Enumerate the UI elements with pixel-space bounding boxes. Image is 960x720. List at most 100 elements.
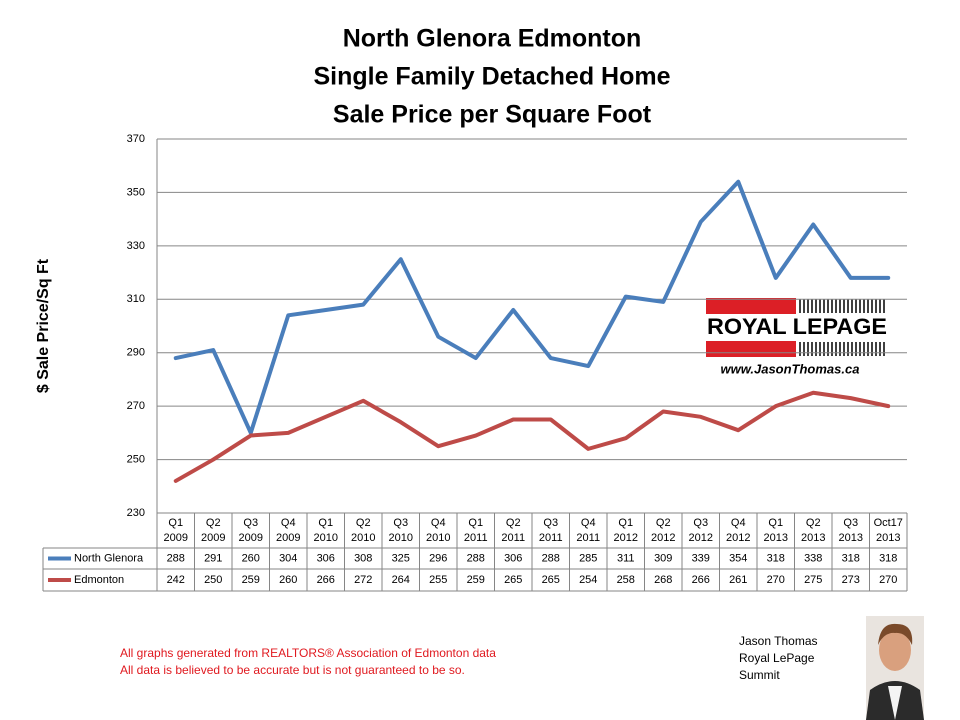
x-tick-label: Q2 <box>506 517 521 529</box>
x-tick-label: 2009 <box>164 532 188 544</box>
photo-face <box>879 629 911 671</box>
agent-line: Royal LePage <box>739 651 815 665</box>
x-tick-label: Q3 <box>843 517 858 529</box>
agent-line: Summit <box>739 668 780 682</box>
x-tick-label: Q3 <box>393 517 408 529</box>
table-value: 260 <box>279 574 297 586</box>
table-value: 308 <box>354 552 372 564</box>
y-tick-label: 330 <box>127 240 145 252</box>
y-tick-label: 290 <box>127 347 145 359</box>
footer-note: All data is believed to be accurate but … <box>120 663 465 677</box>
x-tick-label: 2012 <box>614 532 638 544</box>
y-tick-label: 250 <box>127 453 145 465</box>
x-tick-label: Q2 <box>206 517 221 529</box>
logo-bar <box>706 298 796 314</box>
table-value: 266 <box>317 574 335 586</box>
x-tick-label: 2013 <box>764 532 788 544</box>
x-tick-label: Q4 <box>431 517 446 529</box>
y-tick-label: 350 <box>127 186 145 198</box>
table-value: 339 <box>692 552 710 564</box>
table-value: 304 <box>279 552 297 564</box>
agent-info: Jason Thomas Royal LePage Summit <box>739 634 818 682</box>
x-tick-label: 2013 <box>839 532 863 544</box>
x-tick-label: Oct17 <box>874 517 903 529</box>
table-value: 318 <box>879 552 897 564</box>
x-tick-label: Q1 <box>468 517 483 529</box>
table-value: 291 <box>204 552 222 564</box>
x-tick-label: 2010 <box>426 532 450 544</box>
table-value: 338 <box>804 552 822 564</box>
photo-hair <box>878 623 913 645</box>
legend-label: Edmonton <box>74 574 124 586</box>
x-tick-label: Q4 <box>581 517 596 529</box>
x-tick-label: Q4 <box>281 517 296 529</box>
table-value: 242 <box>167 574 185 586</box>
x-tick-label: 2012 <box>689 532 713 544</box>
table-value: 259 <box>242 574 260 586</box>
table-value: 259 <box>467 574 485 586</box>
agent-line: Jason Thomas <box>739 634 818 648</box>
table-value: 268 <box>654 574 672 586</box>
logo-stripes <box>799 299 885 356</box>
y-tick-label: 310 <box>127 293 145 305</box>
series-line <box>173 390 891 483</box>
x-tick-label: 2011 <box>576 532 600 544</box>
y-tick-label: 270 <box>127 400 145 412</box>
table-value: 270 <box>879 574 897 586</box>
x-tick-label: Q3 <box>243 517 258 529</box>
x-tick-label: Q1 <box>618 517 633 529</box>
table-value: 354 <box>729 552 747 564</box>
table-value: 306 <box>504 552 522 564</box>
table-value: 288 <box>467 552 485 564</box>
table-value: 296 <box>429 552 447 564</box>
x-tick-label: 2011 <box>464 532 488 544</box>
y-tick-label: 370 <box>127 133 145 145</box>
x-tick-label: 2010 <box>314 532 338 544</box>
table-value: 254 <box>579 574 597 586</box>
x-tick-label: 2011 <box>539 532 563 544</box>
table-value: 265 <box>504 574 522 586</box>
table-value: 288 <box>542 552 560 564</box>
x-tick-label: Q3 <box>543 517 558 529</box>
table-value: 318 <box>767 552 785 564</box>
table-value: 288 <box>167 552 185 564</box>
table-value: 265 <box>542 574 560 586</box>
table-value: 318 <box>842 552 860 564</box>
x-tick-label: 2010 <box>389 532 413 544</box>
x-tick-label: 2009 <box>276 532 300 544</box>
x-tick-label: 2009 <box>239 532 263 544</box>
table-value: 270 <box>767 574 785 586</box>
x-tick-label: 2012 <box>726 532 750 544</box>
table-value: 255 <box>429 574 447 586</box>
table-value: 272 <box>354 574 372 586</box>
table-value: 260 <box>242 552 260 564</box>
x-tick-label: Q2 <box>806 517 821 529</box>
x-tick-label: 2009 <box>201 532 225 544</box>
x-tick-label: 2013 <box>801 532 825 544</box>
table-value: 285 <box>579 552 597 564</box>
series-line <box>173 179 891 435</box>
x-tick-label: 2011 <box>501 532 525 544</box>
x-tick-label: 2013 <box>876 532 900 544</box>
table-value: 311 <box>617 552 635 564</box>
agent-photo <box>866 616 924 720</box>
chart-title: Single Family Detached Home <box>313 63 670 91</box>
x-tick-label: Q1 <box>768 517 783 529</box>
chart-title: Sale Price per Square Foot <box>333 101 652 129</box>
table-value: 261 <box>729 574 747 586</box>
table-value: 258 <box>617 574 635 586</box>
x-tick-label: Q4 <box>731 517 746 529</box>
x-tick-label: Q3 <box>693 517 708 529</box>
x-tick-label: Q1 <box>318 517 333 529</box>
photo-shirt <box>888 686 902 720</box>
table-value: 306 <box>317 552 335 564</box>
y-tick-label: 230 <box>127 507 145 519</box>
logo-bar <box>706 341 796 357</box>
y-axis-title: $ Sale Price/Sq Ft <box>35 258 52 393</box>
table-value: 273 <box>842 574 860 586</box>
legend-label: North Glenora <box>74 552 144 564</box>
logo-url: www.JasonThomas.ca <box>721 361 860 376</box>
x-tick-label: 2010 <box>351 532 375 544</box>
